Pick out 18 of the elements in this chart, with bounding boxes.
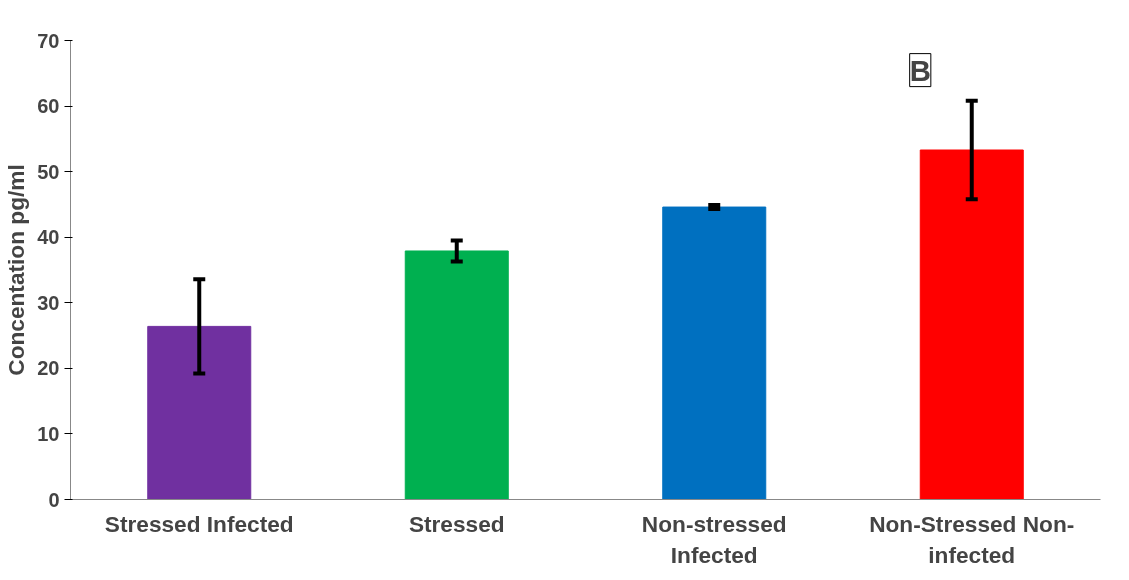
x-tick-label: Stressed Infected bbox=[104, 510, 294, 537]
annotation: B bbox=[909, 53, 931, 87]
y-tick-label: 50 bbox=[37, 160, 60, 183]
bar bbox=[919, 149, 1024, 500]
y-tick-label: 20 bbox=[37, 357, 60, 380]
bar bbox=[662, 206, 767, 500]
x-tick-label: Non-stressed Infected bbox=[641, 510, 787, 568]
bar bbox=[147, 325, 252, 500]
x-tick-label: Non-Stressed Non-infected bbox=[869, 510, 1075, 568]
y-tick-label: 60 bbox=[37, 95, 60, 118]
y-tick-label: 0 bbox=[48, 488, 60, 511]
y-tick-label: 30 bbox=[37, 291, 60, 314]
bar bbox=[404, 250, 509, 500]
y-tick-label: 40 bbox=[37, 226, 60, 249]
y-axis-title: Concentation pg/ml bbox=[3, 164, 30, 376]
x-tick-label: Stressed bbox=[408, 510, 505, 537]
y-tick-label: 10 bbox=[37, 422, 60, 445]
y-tick-label: 70 bbox=[37, 29, 60, 52]
